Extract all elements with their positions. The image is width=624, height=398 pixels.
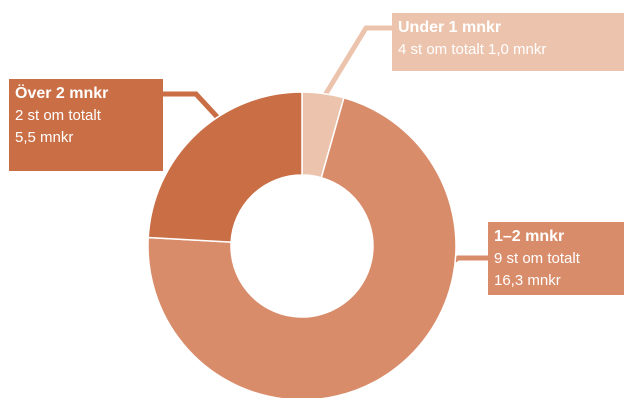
label-title: Över 2 mnkr <box>15 85 109 102</box>
label-title: Under 1 mnkr <box>398 19 502 36</box>
label-detail: 16,3 mnkr <box>494 272 561 289</box>
label-detail: 2 st om totalt <box>15 107 101 124</box>
label-detail: 9 st om totalt <box>494 250 580 267</box>
label-detail: 4 st om totalt 1,0 mnkr <box>398 41 547 58</box>
label-under-1-mnkr: Under 1 mnkr 4 st om totalt 1,0 mnkr <box>392 13 624 71</box>
slice-over-2-mnkr <box>147 91 303 243</box>
slice-1-2-mnkr <box>147 96 457 398</box>
leader-under-1-mnkr <box>319 25 392 102</box>
leader-over-2-mnkr <box>163 91 222 122</box>
label-over-2-mnkr: Över 2 mnkr 2 st om totalt 5,5 mnkr <box>9 79 163 171</box>
label-detail: 5,5 mnkr <box>15 129 74 146</box>
donut-slices <box>147 91 457 398</box>
label-1-2-mnkr: 1–2 mnkr 9 st om totalt 16,3 mnkr <box>488 222 624 295</box>
label-title: 1–2 mnkr <box>494 228 565 245</box>
